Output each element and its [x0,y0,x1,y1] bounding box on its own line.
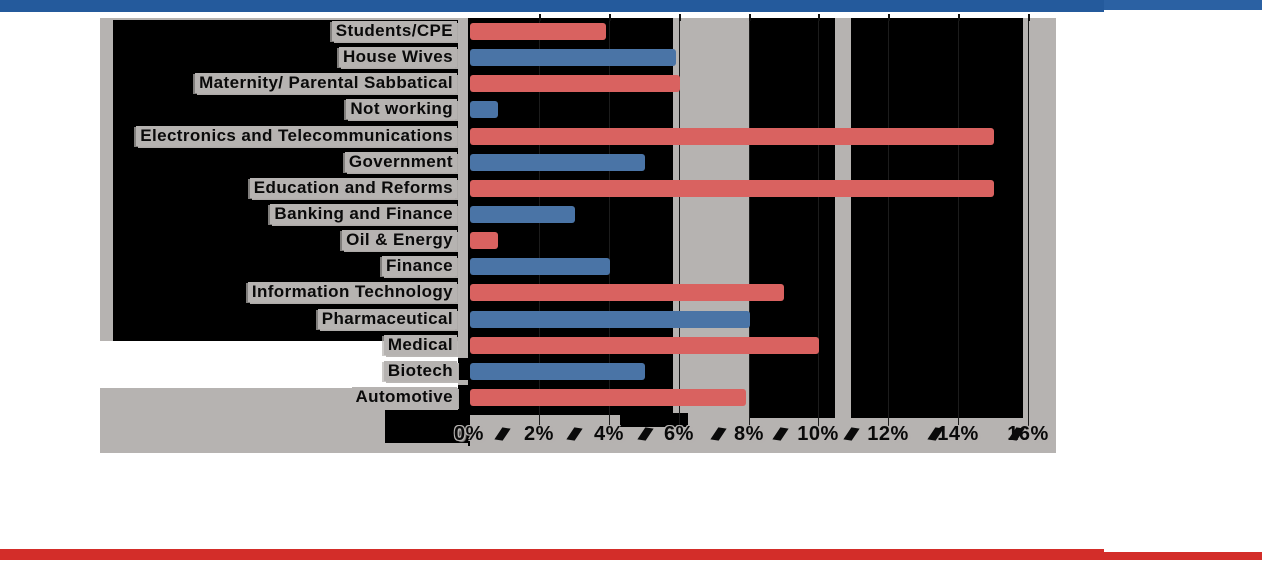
top-tick-mark [749,14,751,21]
x-axis-tick-label: 10% [797,423,839,445]
x-axis-tick-label: 4% [594,423,624,445]
biotech-artifact-mark [458,358,471,380]
bar-electronics-and-telecommunications [470,128,994,145]
category-label: Maternity/ Parental Sabbatical [195,73,457,93]
bar-information-technology [470,284,784,301]
artifact-black-rect-plot-3 [851,18,1023,418]
x-axis-tick-label: 2% [524,423,554,445]
category-label: Biotech [383,361,457,381]
category-label: Electronics and Telecommunications [136,126,457,146]
top-tick-mark [888,14,890,21]
category-label: Finance [381,256,457,276]
category-label: Students/CPE [331,21,457,41]
bar-oil-energy [470,232,498,249]
bar-not-working [470,101,498,118]
top-tick-mark [679,14,681,21]
artifact-black-rect-plot-2 [750,18,835,418]
bar-pharmaceutical [470,311,750,328]
gridline [818,18,819,428]
gridline [609,18,610,428]
bar-education-and-reforms [470,180,994,197]
bar-banking-and-finance [470,206,575,223]
bar-students-cpe [470,23,606,40]
gridline [958,18,959,428]
y-axis-line [468,18,470,446]
category-label: Pharmaceutical [317,309,457,329]
bar-medical [470,337,819,354]
gridline [888,18,889,428]
bar-finance [470,258,610,275]
gridline [749,18,750,428]
bottom-accent-bar-right [1104,552,1262,560]
bar-government [470,154,645,171]
category-label: Banking and Finance [270,204,457,224]
bottom-accent-bar-left [0,549,1104,560]
category-label: Oil & Energy [342,230,457,250]
category-label: Not working [346,99,457,119]
category-label: House Wives [338,47,457,67]
top-tick-mark [1028,14,1030,21]
category-label: Automotive [351,387,457,407]
x-axis-tick-label: 8% [734,423,764,445]
artifact-black-rect-zero-label [385,410,468,443]
automotive-artifact-mark [458,385,471,411]
x-axis-tick-label: 14% [937,423,979,445]
x-axis-tick-label: 6% [664,423,694,445]
top-tick-mark [818,14,820,21]
x-axis-tick-label: 16% [1007,423,1049,445]
category-label: Education and Reforms [249,178,457,198]
gridline [1028,18,1029,428]
bar-automotive [470,389,746,406]
top-accent-bar-left [0,0,1104,12]
bar-house-wives [470,49,676,66]
x-axis-tick-label: 0% [454,423,484,445]
x-axis-tick-label: 12% [867,423,909,445]
category-label: Government [344,152,457,172]
artifact-black-rect-six-label [620,413,688,427]
top-accent-bar-right [1104,0,1262,10]
top-tick-mark [609,14,611,21]
top-tick-mark [539,14,541,21]
category-label: Medical [383,335,457,355]
top-tick-mark [958,14,960,21]
gridline [539,18,540,428]
category-label: Information Technology [247,282,457,302]
gridline [679,18,680,428]
bar-maternity-parental-sabbatical [470,75,680,92]
bar-biotech [470,363,645,380]
